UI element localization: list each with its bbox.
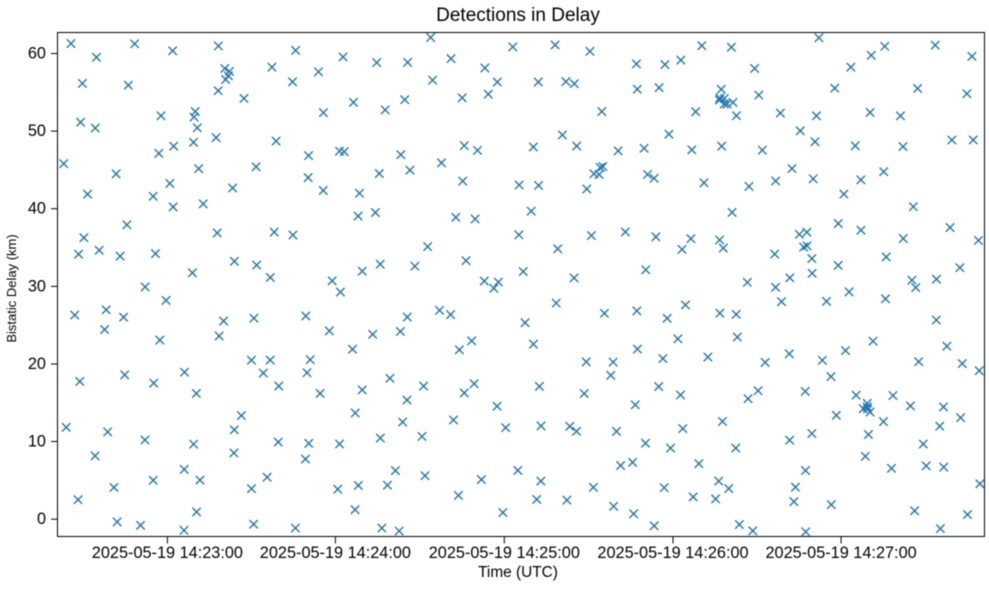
svg-text:40: 40 bbox=[28, 200, 46, 218]
svg-text:Bistatic Delay (km): Bistatic Delay (km) bbox=[4, 234, 19, 342]
svg-text:2025-05-19 14:23:00: 2025-05-19 14:23:00 bbox=[92, 544, 243, 562]
svg-text:2025-05-19 14:25:00: 2025-05-19 14:25:00 bbox=[429, 544, 580, 562]
svg-text:0: 0 bbox=[37, 510, 46, 528]
svg-text:10: 10 bbox=[28, 433, 46, 451]
svg-text:50: 50 bbox=[28, 122, 46, 140]
svg-text:Detections in Delay: Detections in Delay bbox=[436, 5, 600, 26]
svg-text:Time (UTC): Time (UTC) bbox=[478, 564, 558, 581]
svg-text:2025-05-19 14:26:00: 2025-05-19 14:26:00 bbox=[597, 544, 748, 562]
svg-text:2025-05-19 14:27:00: 2025-05-19 14:27:00 bbox=[766, 544, 917, 562]
svg-text:2025-05-19 14:24:00: 2025-05-19 14:24:00 bbox=[260, 544, 411, 562]
svg-text:20: 20 bbox=[28, 355, 46, 373]
svg-text:30: 30 bbox=[28, 277, 46, 295]
svg-text:60: 60 bbox=[28, 45, 46, 63]
